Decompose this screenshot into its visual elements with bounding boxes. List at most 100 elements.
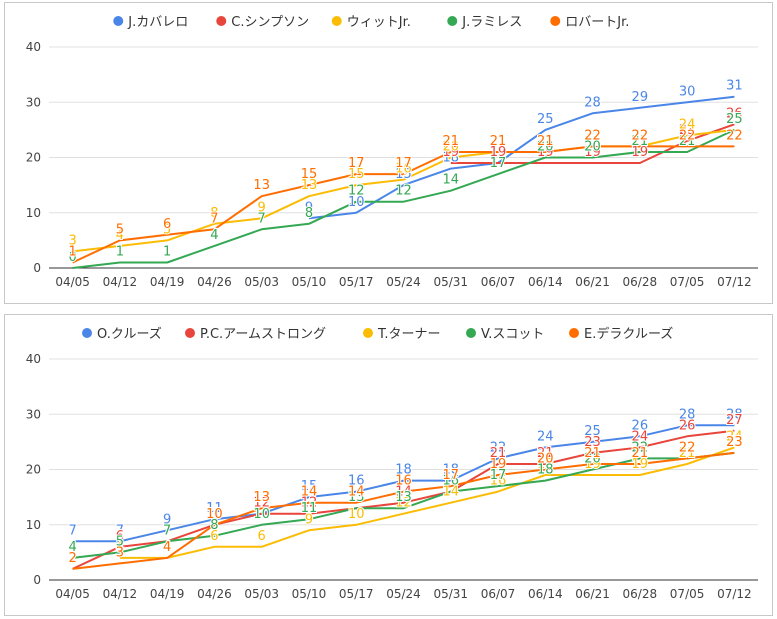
legend-label: J.ラミレス [461, 15, 522, 30]
x-tick-label: 05/24 [386, 275, 421, 289]
chart-panel-2: 0 10 20 30 40 04/05 04/12 04/19 04/26 05/03 05/10 0… [4, 314, 773, 616]
x-tick-label: 05/10 [292, 587, 327, 601]
x-tick-label: 04/05 [55, 587, 90, 601]
x-tick-label: 04/19 [150, 275, 185, 289]
data-label: 19 [490, 457, 507, 472]
data-label: 2 [68, 551, 76, 566]
data-label: 14 [442, 173, 459, 188]
legend-marker [331, 16, 342, 26]
legend-label: E.デラクルーズ [584, 326, 673, 342]
data-label: 24 [726, 429, 743, 444]
data-label: 6 [116, 529, 124, 544]
data-label: 7 [116, 523, 124, 538]
data-label: 16 [395, 162, 412, 177]
data-label: 11 [206, 501, 223, 516]
data-label: 19 [490, 145, 507, 160]
data-label: 9 [258, 200, 266, 215]
data-label: 22 [490, 440, 507, 455]
x-tick-label: 06/14 [528, 275, 563, 289]
data-label: 7 [210, 211, 218, 226]
series-line [72, 451, 735, 570]
legend-label: T.ターナー [377, 327, 441, 342]
data-label: 1 [68, 244, 76, 259]
legend-marker [550, 16, 561, 26]
data-label: 12 [395, 496, 412, 511]
data-label: 13 [348, 490, 365, 505]
data-label: 21 [679, 134, 696, 149]
data-label: 14 [301, 485, 318, 500]
y-tick-label: 20 [26, 463, 41, 477]
legend-item: J.ラミレス [447, 15, 522, 30]
data-label: 0 [68, 250, 76, 265]
data-label: 19 [537, 145, 554, 160]
data-label: 10 [206, 507, 223, 522]
data-label: 15 [395, 167, 412, 182]
data-label: 12 [253, 496, 270, 511]
data-label: 25 [537, 112, 554, 127]
data-label: 6 [258, 529, 266, 544]
data-label: 19 [537, 457, 554, 472]
legend-marker [466, 328, 476, 338]
data-label: 29 [632, 90, 649, 105]
legend-marker [216, 16, 227, 26]
x-tick-label: 04/26 [197, 275, 232, 289]
data-label: 24 [632, 429, 649, 444]
legend-item: E.デラクルーズ [569, 326, 673, 342]
x-tick-label: 06/28 [623, 587, 658, 601]
data-label: 4 [210, 228, 218, 243]
data-label: 19 [584, 457, 601, 472]
data-label: 3 [116, 545, 124, 560]
x-tick-label: 04/19 [150, 587, 185, 601]
data-label: 25 [584, 424, 601, 439]
x-tick-label: 07/12 [717, 587, 752, 601]
data-label: 10 [206, 507, 223, 522]
legend-marker [113, 16, 124, 26]
data-label: 1 [116, 244, 124, 259]
data-label: 27 [726, 413, 743, 428]
x-tick-label: 06/28 [623, 275, 658, 289]
data-label: 2 [68, 551, 76, 566]
data-label: 11 [301, 501, 318, 516]
legend-item: C.シンプソン [216, 15, 309, 30]
data-label: 17 [490, 156, 507, 171]
data-label: 16 [348, 474, 365, 489]
data-label: 13 [348, 490, 365, 505]
data-label: 16 [395, 474, 412, 489]
data-label: 12 [348, 184, 365, 199]
data-label: 28 [726, 407, 743, 422]
x-tick-label: 04/26 [197, 587, 232, 601]
data-label: 19 [490, 145, 507, 160]
data-label: 28 [679, 407, 696, 422]
data-label: 21 [584, 446, 601, 461]
data-label: 19 [442, 145, 459, 160]
legend-label: V.スコット [481, 327, 544, 342]
data-label: 17 [395, 156, 412, 171]
data-label: 4 [68, 540, 76, 555]
series-line [308, 95, 735, 220]
data-label: 21 [490, 134, 507, 149]
legend-item: ロバートJr. [550, 15, 629, 30]
x-tick-label: 06/07 [481, 587, 516, 601]
data-label: 10 [348, 195, 365, 210]
data-label: 23 [584, 435, 601, 450]
x-tick-label: 05/03 [244, 275, 279, 289]
y-tick-label: 0 [33, 261, 41, 275]
data-label: 22 [632, 440, 649, 455]
data-label: 26 [632, 418, 649, 433]
data-label: 10 [348, 507, 365, 522]
data-label: 15 [301, 167, 318, 182]
y-tick-label: 10 [26, 206, 41, 220]
x-tick-label: 05/17 [339, 275, 374, 289]
data-label: 21 [632, 134, 649, 149]
data-label: 20 [537, 140, 554, 155]
x-tick-label: 06/21 [575, 587, 610, 601]
data-label: 25 [726, 112, 743, 127]
data-label: 21 [537, 446, 554, 461]
legend-marker [185, 328, 195, 338]
data-label: 14 [442, 485, 459, 500]
x-tick-label: 06/07 [481, 275, 516, 289]
legend-label: ウィットJr. [347, 15, 411, 30]
